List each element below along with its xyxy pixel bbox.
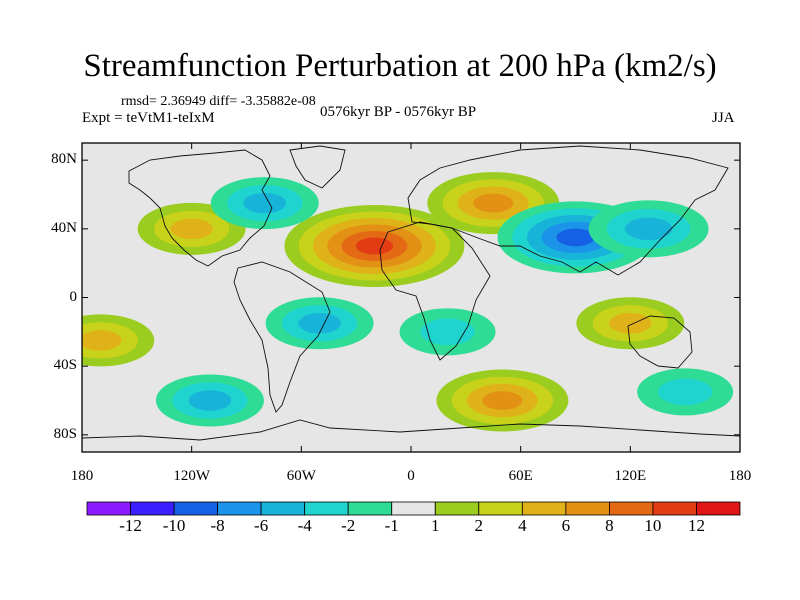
colorbar-label: -1 <box>384 516 399 535</box>
colorbar-label: 2 <box>474 516 484 535</box>
chart-title: Streamfunction Perturbation at 200 hPa (… <box>83 48 717 84</box>
colorbar <box>86 501 741 516</box>
coast-south-america <box>233 261 331 413</box>
colorbar-box <box>609 501 654 516</box>
x-tick-label: 180 <box>70 468 94 484</box>
y-tick-label: 40S <box>53 357 77 374</box>
anomaly-0 <box>284 205 465 287</box>
colorbar-box <box>260 501 306 516</box>
contour-level-neg4 <box>298 313 341 334</box>
coast-north-america <box>128 149 273 267</box>
experiment-label: Expt = teVtM1-teIxM <box>82 110 215 126</box>
anomaly-3 <box>497 201 654 274</box>
colorbar-box <box>347 501 393 516</box>
colorbar-label: -10 <box>162 516 186 535</box>
contour-level-pos4 <box>170 218 213 240</box>
x-tick-label: 0 <box>407 468 415 484</box>
colorbar-box <box>304 501 349 516</box>
x-tick-label: 120E <box>614 468 647 484</box>
season-label: JJA <box>712 110 735 126</box>
contour-level-neg4 <box>243 192 287 214</box>
colorbar-label: -6 <box>254 516 269 535</box>
colorbar-label: 10 <box>644 516 662 535</box>
period-subtitle: 0576kyr BP - 0576kyr BP <box>320 104 477 120</box>
colorbar-box <box>86 501 131 516</box>
anomaly-4 <box>588 200 709 258</box>
y-tick-label: 80S <box>53 425 77 442</box>
coast-antarctica <box>82 419 740 441</box>
contour-level-pos6 <box>482 391 523 410</box>
colorbar-label: 4 <box>518 516 527 535</box>
colorbar-label: -8 <box>210 516 225 535</box>
coast-australia <box>627 315 693 369</box>
colorbar-box <box>478 501 523 516</box>
contour-level-neg2 <box>658 378 713 406</box>
anomaly-10 <box>576 297 685 350</box>
axis-ticks <box>81 143 741 452</box>
colorbar-label: 1 <box>431 516 440 535</box>
contour-level-pos6 <box>473 193 514 213</box>
anomaly-5 <box>210 177 319 230</box>
colorbar-box <box>696 501 741 516</box>
contour-level-neg4 <box>624 217 673 241</box>
anomaly-6 <box>265 297 374 350</box>
contour-level-pos10 <box>355 237 394 255</box>
contour-level-pos4 <box>82 330 122 351</box>
colorbar-box <box>565 501 610 516</box>
anomaly-12 <box>637 368 734 416</box>
x-tick-label: 60W <box>286 468 316 484</box>
colorbar-label: -4 <box>297 516 312 535</box>
colorbar-box <box>434 501 480 516</box>
coastlines <box>82 145 740 441</box>
coast-africa <box>379 221 491 361</box>
colorbar-box <box>391 501 436 516</box>
contour-level-neg8 <box>556 228 595 247</box>
x-tick-label: 60E <box>508 468 533 484</box>
x-tick-label: 120W <box>173 468 210 484</box>
anomaly-11 <box>82 314 155 367</box>
contour-field <box>82 143 740 452</box>
colorbar-label: 12 <box>687 516 705 535</box>
rmsd-stats: rmsd= 2.36949 diff= -3.35882e-08 <box>121 94 316 109</box>
colorbar-label: 8 <box>605 516 614 535</box>
y-tick-label: 0 <box>69 288 78 305</box>
contour-level-pos4 <box>609 313 652 334</box>
colorbar-label: -2 <box>341 516 356 535</box>
colorbar-label: 6 <box>561 516 571 535</box>
x-tick-label: 180 <box>728 468 752 484</box>
y-tick-label: 40N <box>51 219 77 236</box>
y-tick-label: 80N <box>51 151 77 168</box>
colorbar-box <box>217 501 262 516</box>
contour-level-neg4 <box>188 390 232 411</box>
anomaly-8 <box>155 374 264 427</box>
anomaly-9 <box>436 369 569 432</box>
colorbar-label: -12 <box>119 516 142 535</box>
colorbar-box <box>652 501 697 516</box>
contour-level-neg2 <box>420 318 475 346</box>
colorbar-box <box>521 501 567 516</box>
anomaly-7 <box>399 308 496 356</box>
coast-greenland <box>289 145 346 189</box>
colorbar-box <box>173 501 218 516</box>
coast-eurasia <box>407 145 729 276</box>
colorbar-box <box>130 501 175 516</box>
